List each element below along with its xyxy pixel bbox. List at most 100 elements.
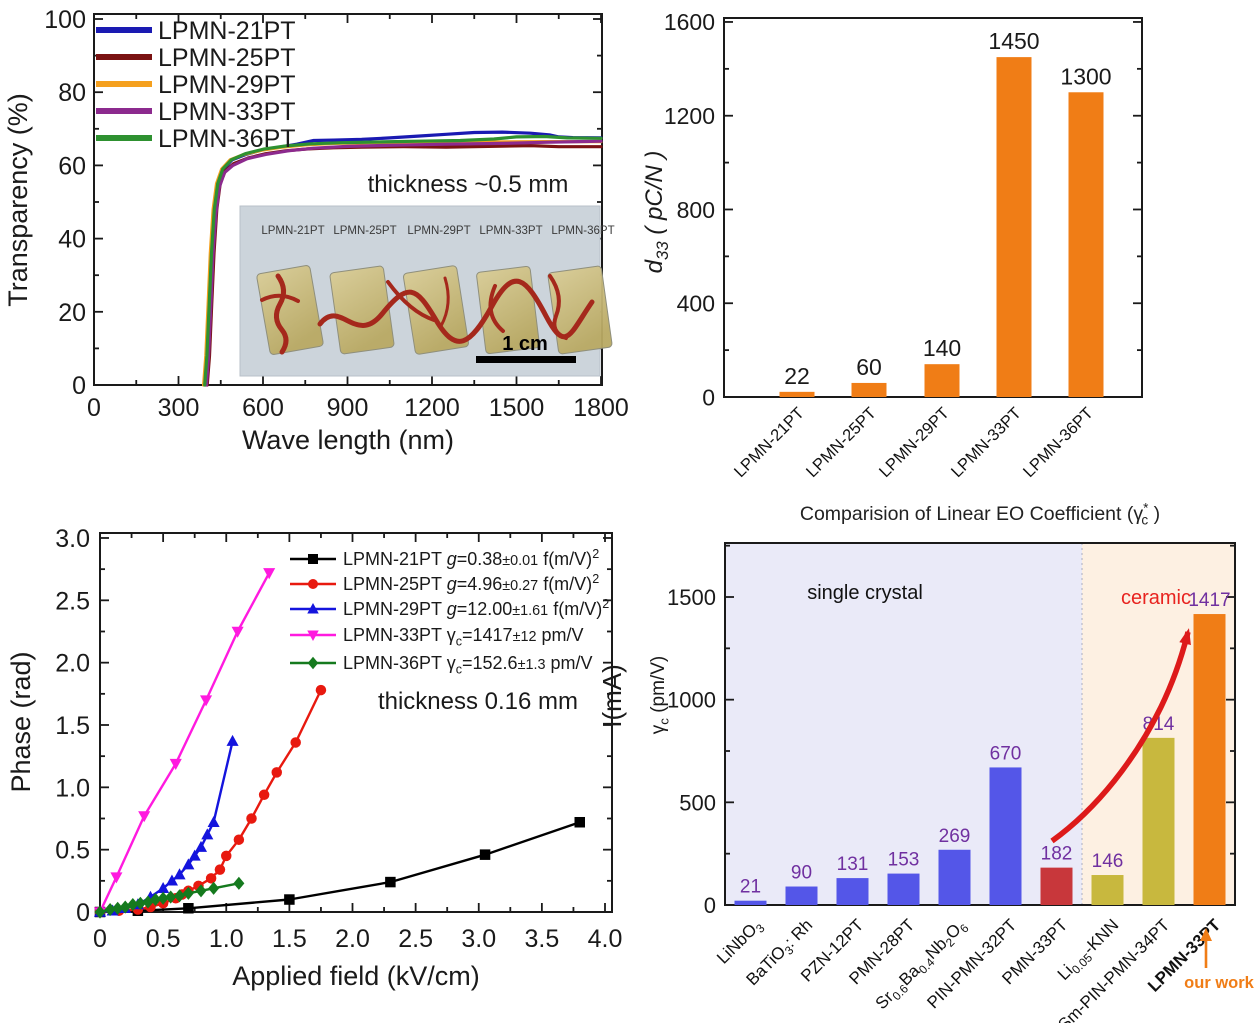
marker-LPMN-29PT — [201, 828, 214, 840]
calligraphy-stroke-3 — [386, 280, 436, 322]
marker-LPMN-21PT — [284, 894, 295, 905]
y-axis-title: Transparency (%) — [3, 93, 33, 307]
marker-LPMN-21PT — [385, 876, 396, 888]
panel-title: Comparision of Linear EO Coefficient (γ*… — [800, 501, 1160, 528]
bar-value-label: 670 — [990, 743, 1022, 764]
bar-value-label: 269 — [939, 826, 971, 847]
legend-marker-triangle-down — [307, 630, 319, 641]
y-tick-label: 0.5 — [55, 837, 90, 865]
marker-LPMN-29PT — [226, 734, 239, 746]
bar-LiNbO3 — [734, 900, 767, 905]
region-single-crystal — [725, 543, 1082, 905]
marker-LPMN-25PT — [290, 737, 301, 748]
y-tick-label: 0 — [76, 899, 90, 927]
bar-value-label: 1300 — [1060, 63, 1111, 89]
legend-item-LPMN-29PT: LPMN-29PT — [96, 71, 296, 99]
marker-LPMN-36PT — [134, 896, 146, 910]
y-tick-label: 1.0 — [55, 774, 90, 802]
ceramic-tile-LPMN-36PT — [547, 265, 613, 355]
scale-bar — [476, 356, 576, 363]
transparency-plot: 0 300 600 900 1200 1500 1800 0 20 40 60 80 100 Wave l… — [3, 6, 629, 455]
bar-value-label: 60 — [856, 354, 882, 380]
x-category-label: LPMN-29PT — [876, 404, 953, 481]
panel-phase-chart: 0 0.5 1.0 1.5 2.0 2.5 3.0 3.5 4.0 0 0.5 1.0 1.5 2.0 2.… — [6, 525, 627, 991]
marker-LPMN-33PT — [138, 811, 151, 823]
marker-LPMN-21PT — [574, 816, 585, 828]
x-axis-title: Applied field (kV/cm) — [232, 961, 480, 991]
y-tick-label: 0 — [704, 893, 716, 918]
calligraphy-stroke-5 — [548, 274, 568, 340]
bar-LPMN-36PT — [1068, 92, 1104, 397]
inset-sample-label: LPMN-33PT — [479, 225, 542, 237]
y-tick-label: 400 — [677, 291, 715, 317]
our-work-annotation: our work — [1184, 928, 1254, 992]
marker-LPMN-33PT — [169, 758, 182, 770]
legend-label: LPMN-29PT g=12.00±1.61 f(m/V)2 — [343, 597, 609, 619]
y-tick-label: 2.5 — [55, 587, 90, 615]
y-tick-label: 20 — [58, 299, 86, 327]
bar-Li0.05-KNN — [1091, 875, 1124, 905]
legend-item-LPMN-25PT: LPMN-25PT — [96, 44, 296, 72]
x-tick-label: 1800 — [573, 394, 629, 422]
x-tick-label: 1500 — [489, 394, 545, 422]
scale-bar-label: 1 cm — [502, 333, 548, 355]
bar-PIN-PMN-32PT — [989, 767, 1022, 905]
x-category-label: LPMN-33PT — [948, 404, 1025, 481]
sample-photo-inset: LPMN-21PT LPMN-25PT LPMN-29PT LPMN-33PT LPMN… — [239, 205, 615, 377]
x-tick-label: 1.5 — [272, 925, 307, 953]
thickness-annotation: thickness 0.16 mm — [378, 688, 578, 715]
marker-LPMN-36PT — [150, 892, 162, 907]
marker-LPMN-29PT — [173, 868, 186, 880]
y-tick-label: 2.0 — [55, 650, 90, 678]
legend-marker-square — [308, 554, 318, 564]
calligraphy-stroke-4 — [488, 284, 505, 333]
x-tick-label: 300 — [158, 394, 200, 422]
y-tick-label: 1600 — [664, 9, 715, 35]
bar-value-label: 146 — [1092, 851, 1124, 872]
marker-LPMN-25PT — [221, 850, 232, 862]
inset-sample-label: LPMN-36PT — [551, 225, 614, 237]
eo-plot: 0 500 1000 1500 Comparision of Linear EO Coe… — [648, 501, 1254, 1023]
inset-sample-label: LPMN-25PT — [333, 225, 396, 237]
legend-label: LPMN-29PT — [158, 71, 296, 99]
stray-ima-axis-label: I(mA) — [597, 664, 627, 728]
y-tick-label: 1000 — [667, 688, 716, 713]
plot-box — [99, 532, 613, 913]
legend-item-LPMN-25PT: LPMN-25PT g=4.96±0.27 f(m/V)2 — [290, 572, 599, 594]
marker-LPMN-33PT — [110, 872, 123, 884]
marker-LPMN-25PT — [315, 684, 327, 696]
calligraphy-stroke-0 — [274, 273, 289, 355]
bar-Sm-PIN-PMN-34PT — [1142, 737, 1175, 905]
y-tick-label: 500 — [679, 790, 716, 815]
marker-LPMN-25PT — [214, 864, 226, 875]
x-tick-label: 4.0 — [588, 925, 623, 953]
calligraphy-stroke-1 — [260, 293, 300, 303]
y-tick-label: 100 — [44, 6, 86, 34]
legend-item-LPMN-29PT: LPMN-29PT g=12.00±1.61 f(m/V)2 — [290, 597, 609, 619]
marker-LPMN-33PT — [231, 626, 244, 638]
y-tick-label: 1200 — [664, 103, 715, 129]
legend-label: LPMN-36PT — [158, 125, 296, 153]
legend-label: LPMN-21PT — [158, 17, 296, 45]
legend-label: LPMN-36PT γc=152.6±1.3 pm/V — [343, 653, 592, 676]
bar-value-label: 21 — [740, 877, 761, 898]
marker-LPMN-36PT — [182, 886, 194, 900]
legend-label: LPMN-25PT — [158, 44, 296, 72]
thickness-annotation: thickness ~0.5 mm — [368, 171, 569, 198]
marker-LPMN-21PT — [479, 849, 491, 860]
x-tick-label: 3.5 — [524, 925, 559, 953]
ceramic-tile-LPMN-29PT — [402, 265, 470, 355]
x-tick-label: 2.0 — [335, 925, 370, 953]
marker-LPMN-25PT — [258, 789, 270, 801]
our-work-label: our work — [1184, 974, 1254, 992]
marker-LPMN-33PT — [263, 568, 276, 580]
panel-eo-comparison-chart: 0 500 1000 1500 Comparision of Linear EO Coe… — [648, 501, 1254, 1023]
marker-LPMN-29PT — [194, 840, 208, 852]
legend-label: LPMN-33PT — [158, 98, 296, 126]
calligraphy-stroke-6 — [439, 276, 450, 328]
series-line-LPMN-33PT — [98, 571, 271, 914]
bar-PMN-33PT — [1040, 867, 1073, 905]
legend-label: LPMN-21PT g=0.38±0.01 f(m/V)2 — [343, 547, 599, 569]
x-tick-label: 600 — [242, 394, 284, 422]
bar-PMN-28PT — [887, 873, 920, 905]
